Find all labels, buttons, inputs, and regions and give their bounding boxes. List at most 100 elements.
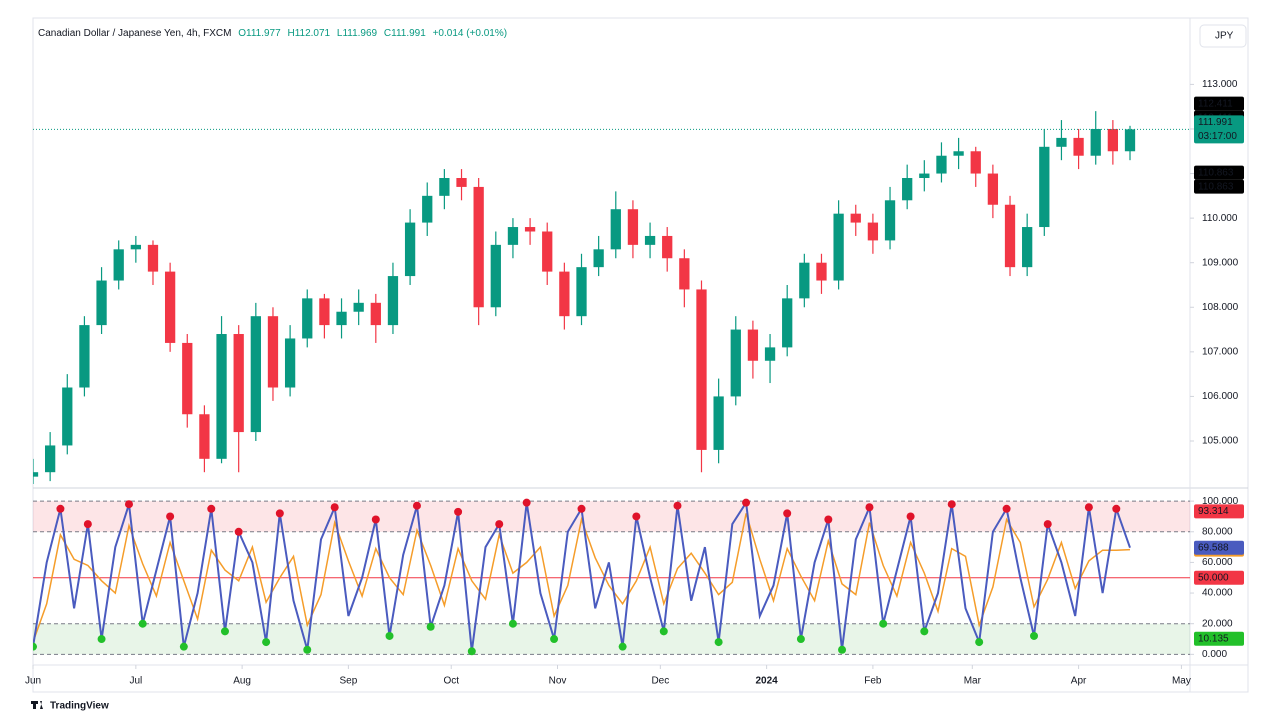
x-tick-label: Feb [864, 676, 882, 687]
oversold-dot [618, 642, 627, 651]
overbought-dot [947, 500, 956, 509]
candle-body [113, 249, 124, 281]
tradingview-logo[interactable]: TradingView [31, 701, 109, 712]
x-tick-label: Jun [25, 676, 41, 687]
currency-label[interactable]: JPY [1215, 31, 1234, 42]
candle-body [644, 235, 656, 245]
x-tick-label: Dec [651, 676, 669, 687]
candle-body [267, 316, 279, 388]
candle-body [1107, 128, 1119, 152]
candle-body [576, 267, 587, 317]
candle-body [524, 227, 536, 232]
candle-body [970, 151, 981, 174]
logo-icon [31, 701, 43, 709]
candle-body [96, 280, 107, 326]
candle-body [867, 222, 879, 241]
x-tick-label: Mar [964, 676, 982, 687]
y-tick-label: 105.000 [1202, 436, 1239, 447]
high-value: H112.071 [287, 28, 330, 39]
price-label-box [1194, 165, 1244, 180]
oversold-dot [508, 619, 517, 628]
candle-body [507, 227, 519, 245]
candle-body [79, 325, 90, 388]
overbought-dot [83, 520, 92, 529]
candle-body [1073, 137, 1084, 156]
price-label: 110.863 [1198, 181, 1234, 192]
candle-body [902, 178, 913, 201]
overbought-dot [522, 498, 531, 507]
overbought-dot [577, 504, 586, 513]
candle-body [662, 235, 673, 259]
candle-body [1039, 146, 1050, 228]
oscillator [33, 498, 1190, 656]
oversold-dot [426, 622, 435, 631]
candle-body [1004, 204, 1016, 268]
overbought-dot [865, 503, 874, 512]
oversold-dot [659, 627, 668, 636]
candle-body [62, 387, 73, 446]
overbought-dot [1043, 520, 1052, 529]
overbought-dot [56, 504, 65, 513]
oversold-dot [550, 635, 559, 644]
candle-body [233, 334, 244, 433]
overbought-dot [124, 500, 133, 509]
candle-body [850, 213, 861, 223]
x-tick-label: Nov [549, 676, 567, 687]
candle-body [799, 262, 810, 299]
oversold-dot [303, 645, 312, 654]
candle-body [627, 209, 639, 245]
candle-body [473, 186, 484, 308]
candle-body [336, 311, 347, 326]
price-label: 50.000 [1198, 572, 1229, 583]
candle-body [987, 173, 999, 205]
x-tick-label: Sep [339, 676, 357, 687]
candle-body [542, 231, 553, 272]
candle-body [679, 258, 690, 290]
y-tick-label: 108.000 [1202, 302, 1239, 313]
candle-body [884, 200, 896, 241]
overbought-dot [632, 512, 641, 521]
candle-body [44, 445, 56, 473]
oversold-dot [1030, 631, 1039, 640]
chart-frame [32, 17, 1249, 693]
price-label-box [1194, 540, 1244, 555]
candle-body [490, 244, 501, 308]
price-label-box [1194, 570, 1244, 585]
y-tick-label: 60.000 [1202, 557, 1233, 568]
oversold-dot [714, 638, 723, 647]
candle-body [936, 155, 947, 174]
open-value: O111.977 [238, 28, 281, 39]
close-value: C111.991 [384, 28, 426, 39]
overbought-dot [673, 501, 682, 510]
y-tick-label: 100.000 [1202, 496, 1239, 507]
overbought-dot [207, 504, 216, 513]
oversold-dot [262, 638, 271, 647]
overbought-dot [1002, 504, 1011, 513]
y-tick-label: 0.000 [1202, 649, 1227, 660]
change-value: +0.014 (+0.01%) [433, 28, 508, 39]
candle-body [182, 342, 193, 415]
x-tick-label: Aug [233, 676, 251, 687]
x-tick-label: 2024 [755, 676, 778, 687]
candle-body [387, 276, 399, 326]
oversold-dot [179, 642, 188, 651]
y-tick-label: 110.000 [1202, 213, 1238, 224]
candle-body [747, 329, 759, 361]
oversold-dot [97, 635, 106, 644]
oversold-dot [385, 631, 394, 640]
currency-button[interactable] [1199, 24, 1247, 48]
zone [33, 623, 1190, 655]
candle-body [284, 338, 296, 388]
candle-body [370, 302, 381, 326]
current-price-box [1194, 115, 1244, 144]
oversold-dot [975, 638, 984, 647]
oversold-dot [138, 619, 147, 628]
candle-body [216, 334, 227, 459]
overbought-dot [234, 527, 243, 536]
candle-body [1056, 137, 1067, 147]
zone [33, 501, 1190, 532]
overbought-dot [412, 501, 421, 510]
y-tick-label: 113.000 [1202, 79, 1238, 90]
y-tick-label: 107.000 [1202, 346, 1239, 357]
